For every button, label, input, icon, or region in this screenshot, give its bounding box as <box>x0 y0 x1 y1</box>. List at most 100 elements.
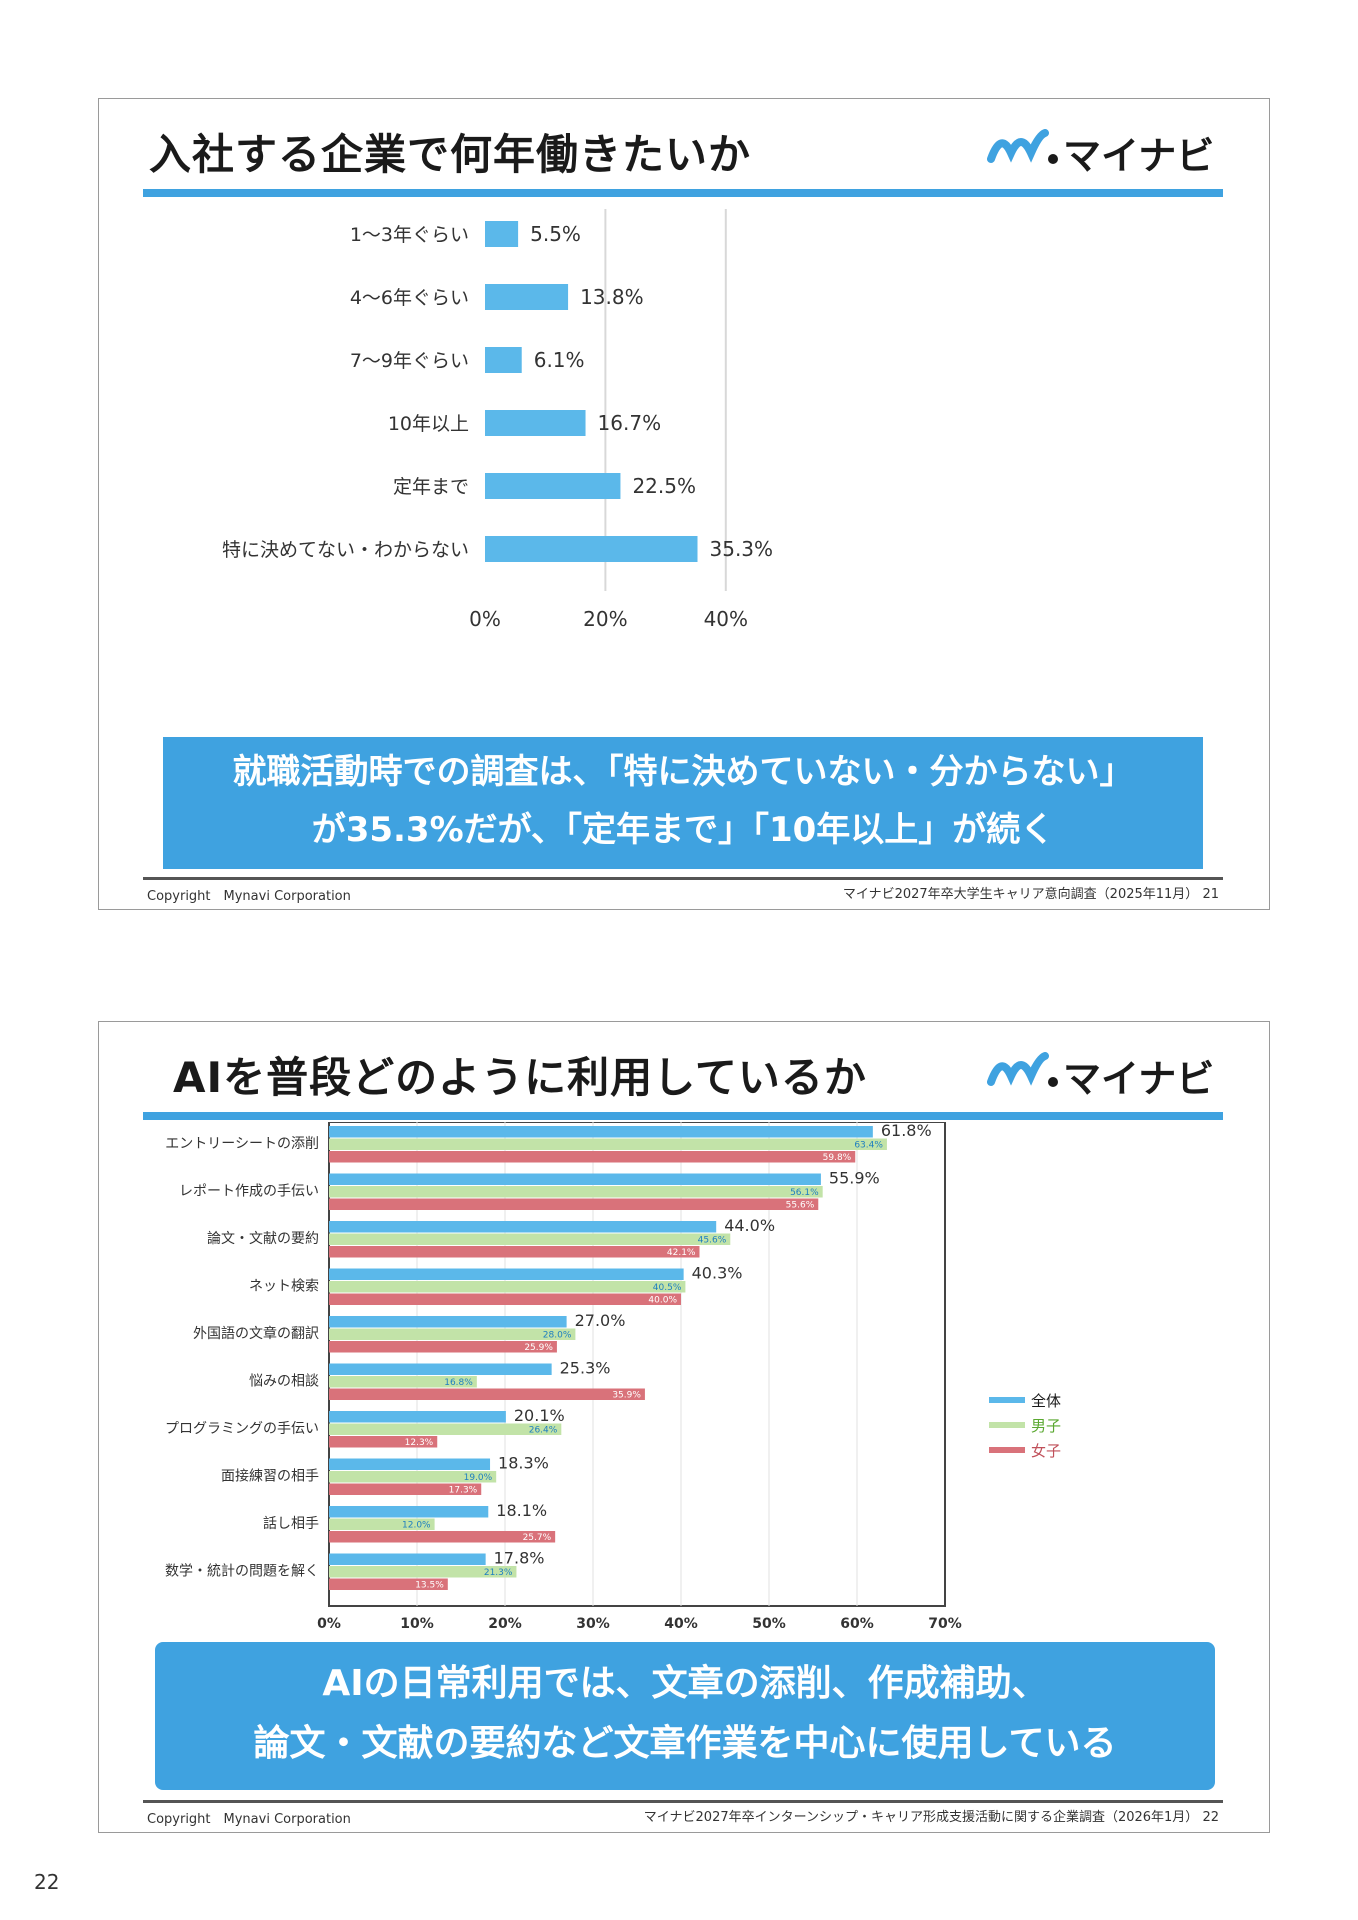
footer-rule <box>143 1800 1223 1803</box>
chart-work-years: 0% 20% 40% 1～3年ぐらい 5.5% 4～6年ぐらい 13.8% 7～9年ぐらい 6.… <box>222 209 774 631</box>
value-label: 12.3% <box>405 1438 434 1448</box>
value-label: 18.3% <box>498 1454 549 1473</box>
callout-line-2: が35.3%だが、「定年まで」「10年以上」が続く <box>311 810 1055 850</box>
value-label: 61.8% <box>881 1122 932 1140</box>
category-label: 4～6年ぐらい <box>350 287 469 309</box>
value-label: 44.0% <box>724 1216 775 1235</box>
category-label: 10年以上 <box>388 413 469 435</box>
bar <box>329 1376 477 1388</box>
callout-line-1: AIの日常利用では、文章の添削、作成補助、 <box>322 1663 1048 1704</box>
value-label: 42.1% <box>667 1248 696 1258</box>
value-label: 25.3% <box>560 1359 611 1378</box>
slide-number: 22 <box>1202 1810 1219 1825</box>
bar <box>329 1233 731 1245</box>
value-label: 59.8% <box>823 1153 852 1163</box>
value-label: 26.4% <box>529 1426 558 1436</box>
category-label: 特に決めてない・わからない <box>222 539 469 561</box>
x-tick-label: 70% <box>928 1616 962 1632</box>
x-tick-label: 40% <box>664 1616 698 1632</box>
bar <box>329 1151 856 1163</box>
legend-label: 全体 <box>1031 1392 1061 1410</box>
bar <box>329 1246 700 1258</box>
bar <box>485 536 698 562</box>
value-label: 27.0% <box>575 1311 626 1330</box>
bar <box>329 1566 517 1578</box>
category-label: 外国語の文章の翻訳 <box>193 1325 319 1342</box>
bar <box>329 1506 489 1518</box>
x-tick-label: 20% <box>488 1616 522 1632</box>
bar <box>329 1221 717 1233</box>
value-label: 35.3% <box>710 537 774 561</box>
bar <box>329 1436 438 1448</box>
value-label: 56.1% <box>790 1188 819 1198</box>
x-tick-label: 60% <box>840 1616 874 1632</box>
copyright: Copyright Mynavi Corporation <box>147 889 351 904</box>
slide-title: AIを普段どのように利用しているか <box>173 1053 867 1102</box>
slide-title: 入社する企業で何年働きたいか <box>149 130 752 179</box>
bar <box>329 1411 506 1423</box>
bar <box>329 1553 486 1565</box>
category-label: レポート作成の手伝い <box>179 1184 319 1200</box>
bar <box>329 1458 491 1470</box>
value-label: 35.9% <box>612 1391 641 1401</box>
x-tick-label: 0% <box>469 607 501 631</box>
source-text: マイナビ2027年卒大学生キャリア意向調査（2025年11月） <box>842 887 1199 902</box>
legend-swatch <box>989 1397 1025 1403</box>
value-label: 17.8% <box>494 1549 545 1568</box>
category-label: プログラミングの手伝い <box>165 1421 319 1437</box>
value-label: 16.7% <box>598 411 662 435</box>
value-label: 13.5% <box>415 1581 444 1591</box>
bar <box>329 1388 645 1400</box>
logo-text: マイナビ <box>1063 134 1215 178</box>
title-rule <box>143 189 1223 197</box>
category-label: 1～3年ぐらい <box>350 224 469 246</box>
value-label: 19.0% <box>464 1473 493 1483</box>
value-label: 6.1% <box>534 348 585 372</box>
value-label: 55.9% <box>829 1169 880 1188</box>
mynavi-logo: マイナビ <box>987 123 1214 183</box>
x-tick-label: 10% <box>400 1616 434 1632</box>
value-label: 13.8% <box>580 285 644 309</box>
copyright: Copyright Mynavi Corporation <box>147 1812 351 1827</box>
bar <box>329 1578 448 1590</box>
logo-text: マイナビ <box>1063 1057 1215 1101</box>
slide-22: AIを普段どのように利用しているか マイナビ 0% 10% 20% 30% 40% 50%… <box>98 1021 1270 1833</box>
bar <box>485 410 586 436</box>
value-label: 20.1% <box>514 1406 565 1425</box>
legend-label: 女子 <box>1031 1442 1061 1460</box>
value-label: 40.5% <box>653 1283 682 1293</box>
value-label: 5.5% <box>530 222 581 246</box>
page-number: 22 <box>34 1870 60 1894</box>
value-label: 22.5% <box>632 474 696 498</box>
mynavi-logo: マイナビ <box>987 1046 1214 1106</box>
value-label: 21.3% <box>484 1568 513 1578</box>
bar <box>485 473 621 499</box>
category-label: 面接練習の相手 <box>221 1468 319 1485</box>
bar <box>329 1363 552 1375</box>
mynavi-mark-icon <box>987 1052 1058 1087</box>
category-label: 話し相手 <box>263 1515 319 1532</box>
bar <box>485 221 519 247</box>
value-label: 55.6% <box>786 1201 815 1211</box>
value-label: 45.6% <box>698 1236 727 1246</box>
value-label: 17.3% <box>449 1486 478 1496</box>
bar <box>485 347 522 373</box>
value-label: 16.8% <box>444 1378 473 1388</box>
value-label: 40.0% <box>648 1296 677 1306</box>
slide-21: 入社する企業で何年働きたいか マイナビ 0% 20% 40% 1～3年ぐらい 5.5% 4… <box>98 98 1270 910</box>
x-tick-label: 50% <box>752 1616 786 1632</box>
value-label: 25.7% <box>523 1533 552 1543</box>
value-label: 18.1% <box>496 1501 547 1520</box>
bar <box>329 1126 873 1138</box>
slide-number: 21 <box>1202 887 1219 902</box>
value-label: 25.9% <box>524 1343 553 1353</box>
mynavi-mark-icon <box>987 129 1058 164</box>
source-text: マイナビ2027年卒インターンシップ・キャリア形成支援活動に関する企業調査（20… <box>643 1810 1199 1825</box>
bar <box>329 1328 576 1340</box>
bar <box>329 1293 681 1305</box>
value-label: 28.0% <box>543 1331 572 1341</box>
bar <box>329 1198 819 1210</box>
value-label: 40.3% <box>692 1264 743 1283</box>
category-label: 悩みの相談 <box>249 1374 319 1390</box>
bar <box>329 1186 823 1198</box>
